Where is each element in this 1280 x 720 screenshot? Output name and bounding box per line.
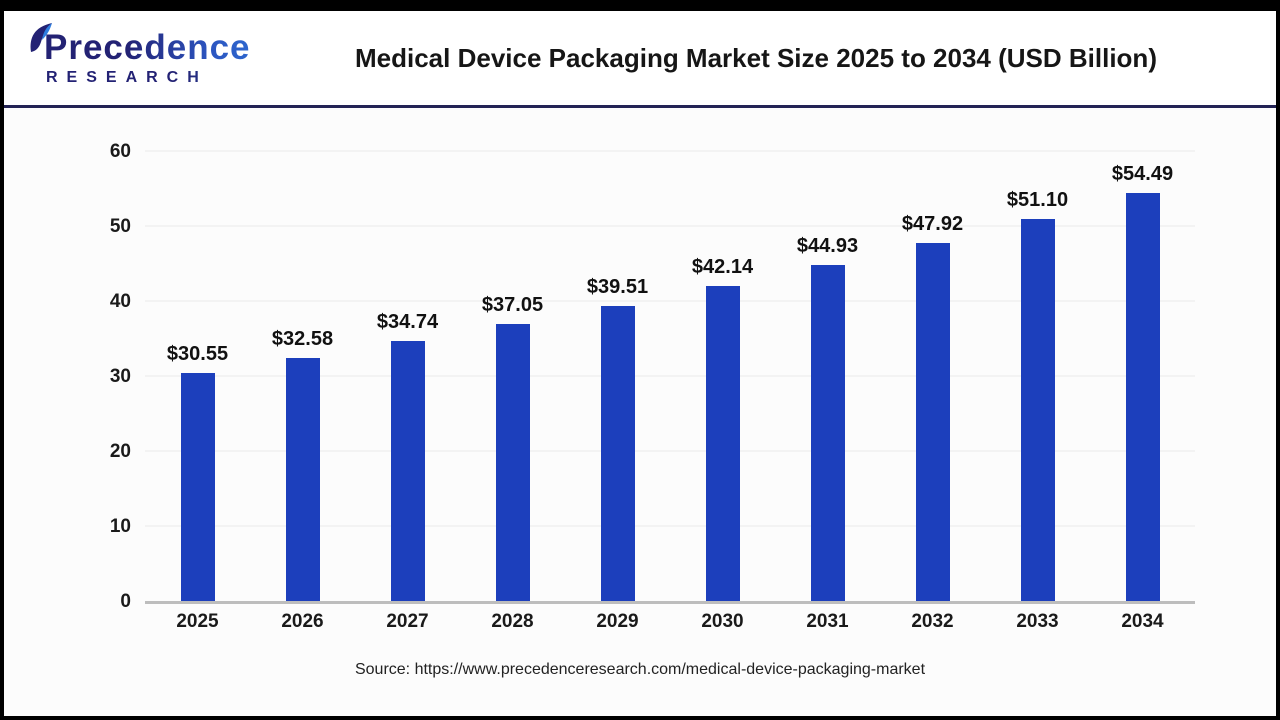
- x-axis-labels: 2025 2026 2027 2028 2029 2030 2031 2032 2033 2034: [145, 611, 1195, 633]
- brand-logo: Precedence RESEARCH: [26, 23, 306, 86]
- bar-2025: [180, 372, 215, 602]
- x-tick-label: 2033: [1016, 611, 1059, 632]
- logo-wordmark: Precedence: [30, 30, 306, 65]
- header: Precedence RESEARCH Medical Device Packa…: [4, 11, 1276, 105]
- bar-slot: $37.05: [460, 152, 565, 602]
- header-divider: [4, 105, 1276, 108]
- bar-2026: [285, 357, 320, 602]
- gridline: [145, 225, 1195, 227]
- bar-2029: [600, 305, 635, 602]
- bar-2028: [495, 324, 530, 602]
- bar-2030: [705, 285, 740, 602]
- plot-row: 0 10 20 30 40 50 60 $30.55 $32.58 $34.74 $37.05 $3…: [4, 141, 1276, 612]
- y-tick-label: 0: [120, 591, 131, 612]
- plot: $30.55 $32.58 $34.74 $37.05 $39.51 $42.14 $44.…: [145, 150, 1195, 604]
- bar-2033: [1020, 218, 1055, 602]
- bar-2034: [1125, 193, 1160, 602]
- x-tick-label: 2025: [176, 611, 219, 632]
- x-tick-label: 2027: [386, 611, 429, 632]
- x-axis-labels-row: 2025 2026 2027 2028 2029 2030 2031 2032 2033 2034: [4, 611, 1276, 633]
- y-tick-label: 40: [109, 291, 131, 313]
- x-tick-label: 2031: [806, 611, 849, 632]
- y-axis-spacer: [4, 611, 145, 633]
- page-title: Medical Device Packaging Market Size 202…: [355, 42, 1157, 73]
- bar-slot: $30.55: [145, 152, 250, 602]
- source-text: Source: https://www.precedenceresearch.c…: [354, 661, 926, 678]
- y-tick-label: 10: [109, 516, 131, 538]
- bar-value-label: $51.10: [1006, 188, 1069, 211]
- leaf-icon: [28, 22, 58, 61]
- chart-area: 0 10 20 30 40 50 60 $30.55 $32.58 $34.74 $37.05 $3…: [4, 108, 1276, 716]
- gridline: [145, 525, 1195, 528]
- bar-2027: [390, 341, 425, 602]
- y-tick-label: 50: [109, 216, 131, 237]
- bar-value-label: $47.92: [901, 212, 964, 235]
- bar-slot: $39.51: [565, 152, 670, 602]
- bar-slot: $44.93: [775, 152, 880, 602]
- bar-slot: $54.49: [1090, 152, 1195, 602]
- bar-value-label: $37.05: [481, 294, 544, 317]
- bar-value-label: $32.58: [271, 327, 334, 350]
- bar-value-label: $34.74: [376, 311, 439, 334]
- bar-2031: [810, 265, 845, 602]
- y-tick-label: 60: [109, 141, 131, 162]
- bar-value-label: $54.49: [1111, 163, 1174, 186]
- bars-container: $30.55 $32.58 $34.74 $37.05 $39.51 $42.14 $44.…: [145, 152, 1195, 602]
- bar-value-label: $44.93: [796, 235, 859, 258]
- gridline: [145, 150, 1195, 152]
- x-tick-label: 2026: [281, 611, 324, 632]
- x-tick-label: 2030: [701, 611, 744, 632]
- gridline: [145, 450, 1195, 453]
- x-tick-label: 2032: [911, 611, 954, 632]
- gridline: [145, 375, 1195, 377]
- y-tick-label: 20: [109, 441, 131, 463]
- bar-value-label: $39.51: [586, 275, 649, 298]
- bar-slot: $47.92: [880, 152, 985, 602]
- logo-subtitle: RESEARCH: [30, 70, 306, 86]
- x-axis-line: [145, 601, 1195, 604]
- y-tick-label: 30: [109, 366, 131, 387]
- y-axis: 0 10 20 30 40 50 60: [4, 141, 145, 612]
- x-tick-label: 2028: [491, 611, 534, 632]
- bar-slot: $34.74: [355, 152, 460, 602]
- bar-value-label: $42.14: [691, 255, 754, 278]
- bar-slot: $32.58: [250, 152, 355, 602]
- x-tick-label: 2034: [1121, 611, 1164, 632]
- x-tick-label: 2029: [596, 611, 639, 632]
- bar-slot: $51.10: [985, 152, 1090, 602]
- gridline: [145, 300, 1195, 303]
- bar-2032: [915, 242, 950, 602]
- bar-slot: $42.14: [670, 152, 775, 602]
- bar-value-label: $30.55: [166, 342, 229, 365]
